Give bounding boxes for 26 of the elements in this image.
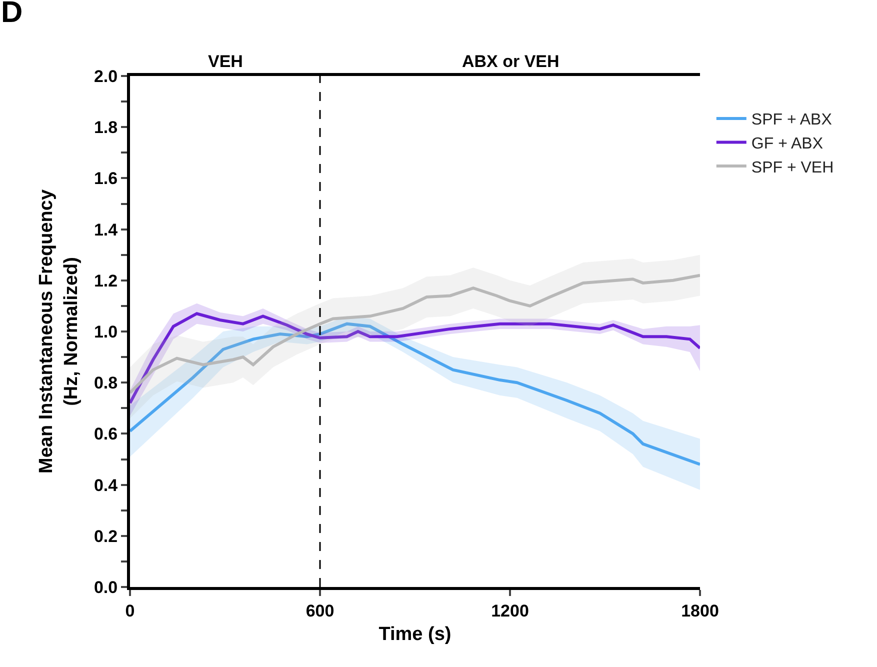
y-axis-title: Mean Instantaneous Frequency (Hz, Normalized) [36,189,82,474]
x-tick-label: 600 [306,601,334,620]
x-tick-label: 0 [125,601,135,620]
text: D [1,0,23,29]
y-tick-label: 1.2 [94,271,118,290]
text: VEH [208,52,243,71]
legend-label: GF + ABX [751,135,824,152]
y-tick-label: 1.4 [94,220,118,240]
y-tick-label: 0.6 [94,424,118,444]
x-tick-label: 1200 [491,601,529,620]
y-tick-label: 0.0 [94,578,118,597]
y-tick-label: 0.8 [94,374,118,393]
y-tick-label: 2.0 [94,66,118,86]
y-tick-label: 0.4 [94,476,118,495]
line-series [130,322,700,466]
y-tick-label: 1.0 [94,322,118,342]
line-series [130,274,700,394]
y-tick-label: 1.6 [94,169,118,188]
x-axis-title: Time (s) [378,624,452,646]
legend-label: SPF + VEH [751,159,834,176]
line-series [130,312,700,405]
x-tick-label: 1800 [681,601,719,620]
text: ABX or VEH [462,52,560,71]
y-tick-label: 1.8 [94,118,118,138]
legend-label: SPF + ABX [751,112,832,129]
y-tick-label: 0.2 [94,526,118,546]
